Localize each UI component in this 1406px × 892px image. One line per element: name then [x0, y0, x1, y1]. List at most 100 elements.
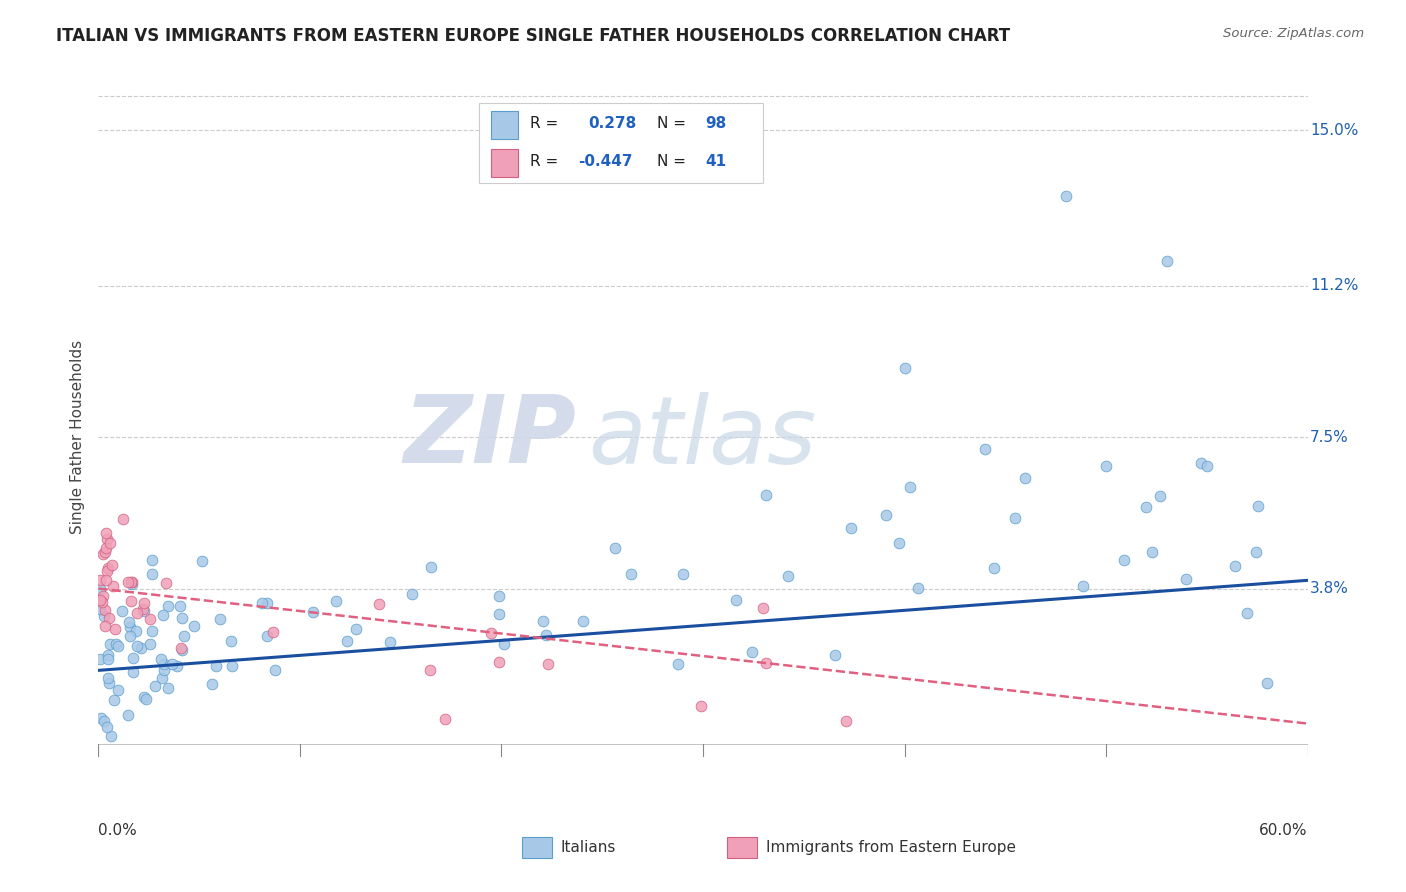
Point: [492, 637, 515, 651]
Point: [97, 671, 120, 685]
Point: [152, 607, 174, 622]
Point: [1174, 572, 1197, 586]
Text: atlas: atlas: [588, 392, 817, 483]
Point: [368, 598, 391, 612]
Point: [103, 693, 125, 707]
Point: [149, 652, 172, 666]
Point: [125, 639, 148, 653]
Point: [534, 628, 557, 642]
Point: [1244, 544, 1267, 558]
Point: [839, 521, 862, 535]
Point: [121, 665, 143, 680]
Point: [488, 589, 510, 603]
Point: [120, 620, 142, 634]
Text: 98: 98: [706, 116, 727, 130]
Point: [143, 679, 166, 693]
Point: [166, 658, 188, 673]
Point: [169, 599, 191, 613]
FancyBboxPatch shape: [492, 112, 517, 139]
Text: N =: N =: [657, 116, 686, 130]
Text: 15.0%: 15.0%: [1310, 122, 1358, 137]
Point: [824, 648, 846, 662]
Point: [256, 629, 278, 643]
Point: [98, 535, 121, 549]
Y-axis label: Single Father Households: Single Father Households: [69, 340, 84, 534]
Point: [690, 699, 713, 714]
Point: [488, 656, 510, 670]
Point: [120, 574, 142, 589]
FancyBboxPatch shape: [479, 103, 763, 183]
Point: [488, 607, 510, 621]
Point: [91, 589, 114, 603]
Point: [94, 619, 117, 633]
Text: Immigrants from Eastern Europe: Immigrants from Eastern Europe: [766, 840, 1017, 855]
Point: [344, 622, 367, 636]
Point: [98, 611, 121, 625]
Point: [671, 566, 693, 581]
Point: [117, 574, 139, 589]
Point: [1156, 254, 1178, 268]
Point: [93, 547, 115, 561]
Text: R =: R =: [530, 154, 564, 169]
Text: 0.278: 0.278: [588, 116, 637, 130]
Point: [537, 657, 560, 672]
Point: [1135, 500, 1157, 514]
Text: R =: R =: [530, 116, 564, 130]
Point: [155, 575, 177, 590]
Point: [150, 671, 173, 685]
Point: [156, 681, 179, 695]
Point: [89, 602, 111, 616]
Point: [420, 559, 443, 574]
Point: [134, 604, 156, 618]
Point: [89, 573, 111, 587]
Point: [336, 634, 359, 648]
Point: [153, 657, 176, 671]
Text: ZIP: ZIP: [404, 391, 576, 483]
Point: [96, 564, 118, 578]
Point: [835, 714, 858, 728]
Point: [183, 618, 205, 632]
Point: [139, 611, 162, 625]
Point: [97, 560, 120, 574]
Text: 60.0%: 60.0%: [1260, 823, 1308, 838]
Point: [96, 532, 118, 546]
Point: [135, 692, 157, 706]
Point: [1142, 544, 1164, 558]
Point: [219, 634, 242, 648]
Point: [170, 643, 193, 657]
Point: [221, 659, 243, 673]
Point: [1114, 553, 1136, 567]
Text: 41: 41: [706, 154, 727, 169]
Point: [91, 594, 114, 608]
Point: [1247, 499, 1270, 513]
Point: [93, 609, 115, 624]
Point: [118, 615, 141, 629]
Point: [125, 606, 148, 620]
Point: [139, 637, 162, 651]
Point: [875, 508, 897, 522]
Point: [752, 600, 775, 615]
Point: [94, 541, 117, 555]
FancyBboxPatch shape: [522, 837, 551, 858]
Point: [419, 663, 441, 677]
Point: [157, 599, 180, 613]
Point: [112, 512, 135, 526]
Point: [105, 638, 128, 652]
Point: [889, 536, 911, 550]
Point: [125, 624, 148, 639]
Point: [325, 593, 347, 607]
Point: [121, 594, 143, 608]
Point: [479, 626, 502, 640]
Point: [755, 657, 778, 671]
Point: [122, 651, 145, 665]
Point: [668, 657, 690, 671]
Text: 11.2%: 11.2%: [1310, 278, 1358, 293]
Point: [96, 526, 118, 541]
Point: [1195, 458, 1218, 473]
Point: [571, 614, 593, 628]
Point: [120, 629, 142, 643]
Text: ITALIAN VS IMMIGRANTS FROM EASTERN EUROPE SINGLE FATHER HOUSEHOLDS CORRELATION C: ITALIAN VS IMMIGRANTS FROM EASTERN EUROP…: [56, 27, 1011, 45]
Point: [620, 566, 643, 581]
Point: [100, 729, 122, 743]
Point: [101, 579, 124, 593]
